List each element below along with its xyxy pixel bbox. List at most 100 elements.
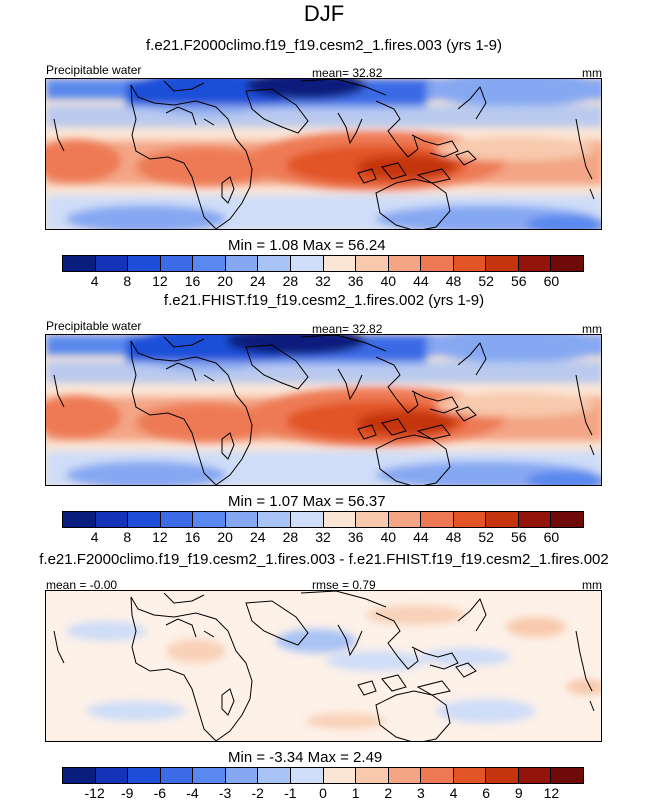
panel-1-case-title: f.e21.F2000climo.f19_f19.cesm2_1.fires.0… xyxy=(145,37,502,54)
colorbar-tick-label: 1 xyxy=(351,785,360,801)
panel-1-colorbar-ticks: 4 8 12 16 20 24 28 32 36 40 44 48 52 56 60 xyxy=(62,272,584,290)
panel-2-units-label: mm xyxy=(582,322,602,336)
colorbar-tick-label: 44 xyxy=(413,529,429,545)
colorbar-tick-label: -3 xyxy=(218,785,232,801)
panel-1-min-max: Min = 1.08 Max = 56.24 xyxy=(228,237,386,254)
colorbar-swatch xyxy=(550,256,583,271)
colorbar-swatch xyxy=(387,768,421,783)
colorbar-swatch xyxy=(63,512,95,527)
colorbar-swatch xyxy=(322,256,356,271)
colorbar-tick-label: 16 xyxy=(184,273,201,289)
panel-3-min-max: Min = -3.34 Max = 2.49 xyxy=(228,749,383,766)
colorbar-tick-label: -9 xyxy=(121,785,134,801)
panel-3-case-title: f.e21.F2000climo.f19_f19.cesm2_1.fires.0… xyxy=(39,551,609,568)
colorbar-swatch xyxy=(289,256,323,271)
panel-2-map-svg xyxy=(46,335,601,485)
colorbar-swatch xyxy=(289,512,323,527)
colorbar-swatch xyxy=(517,768,551,783)
colorbar-swatch xyxy=(355,768,388,783)
panel-3-map xyxy=(45,590,602,742)
colorbar-tick-label: -1 xyxy=(284,785,297,801)
colorbar-swatch xyxy=(355,256,388,271)
colorbar-tick-label: 28 xyxy=(282,273,299,289)
colorbar-tick-label: 32 xyxy=(315,529,331,545)
panel-3-rmse-label: rmse = 0.79 xyxy=(312,578,376,592)
colorbar-tick-label: -4 xyxy=(186,785,199,801)
colorbar-swatch xyxy=(517,512,551,527)
colorbar-swatch xyxy=(322,768,356,783)
colorbar-tick-label: -2 xyxy=(251,785,264,801)
colorbar-swatch xyxy=(322,512,356,527)
colorbar-swatch xyxy=(517,256,551,271)
colorbar-swatch xyxy=(485,512,518,527)
panel-2-variable-label: Precipitable water xyxy=(46,319,142,333)
colorbar-tick-label: 60 xyxy=(543,273,560,289)
colorbar-tick-label: 52 xyxy=(478,273,494,289)
colorbar-tick-label: 8 xyxy=(123,273,132,289)
colorbar-swatch xyxy=(94,768,128,783)
colorbar-swatch xyxy=(159,768,193,783)
colorbar-swatch xyxy=(420,768,453,783)
colorbar-tick-label: 4 xyxy=(90,529,99,545)
colorbar-tick-label: 28 xyxy=(282,529,299,545)
panel-3-mean-label: mean = -0.00 xyxy=(46,578,118,592)
panel-3-map-svg xyxy=(46,591,601,741)
colorbar-tick-label: 8 xyxy=(123,529,132,545)
colorbar-tick-label: 12 xyxy=(152,529,168,545)
colorbar-tick-label: 52 xyxy=(478,529,494,545)
colorbar-swatch xyxy=(257,512,290,527)
colorbar-tick-label: 12 xyxy=(543,785,560,801)
panel-3-units-label: mm xyxy=(582,578,602,592)
colorbar-swatch xyxy=(224,768,258,783)
colorbar-tick-label: 24 xyxy=(249,529,266,545)
colorbar-swatch xyxy=(127,256,160,271)
colorbar-tick-label: 40 xyxy=(380,273,397,289)
colorbar-swatch xyxy=(420,512,453,527)
panel-2-map xyxy=(45,334,602,486)
colorbar-swatch xyxy=(63,256,95,271)
colorbar-tick-label: 24 xyxy=(249,273,266,289)
colorbar-swatch xyxy=(485,256,518,271)
colorbar-tick-label: 20 xyxy=(217,529,233,545)
colorbar-swatch xyxy=(192,768,225,783)
colorbar-tick-label: 9 xyxy=(514,785,523,801)
colorbar-swatch xyxy=(485,768,518,783)
colorbar-swatch xyxy=(257,256,290,271)
panel-2-colorbar-ticks: 4 8 12 16 20 24 28 32 36 40 44 48 52 56 60 xyxy=(62,528,584,546)
panel-2-mean-label: mean= 32.82 xyxy=(312,322,383,336)
colorbar-tick-label: 16 xyxy=(184,529,201,545)
panel-1-map-svg xyxy=(46,79,601,229)
season-title: DJF xyxy=(303,1,345,26)
colorbar-swatch xyxy=(127,512,160,527)
colorbar-tick-label: 44 xyxy=(413,273,429,289)
panel-3-colorbar-ticks: -12 -9 -6 -4 -3 -2 -1 0 1 2 3 4 6 9 12 xyxy=(62,784,584,802)
panel-1-map xyxy=(45,78,602,230)
colorbar-swatch xyxy=(94,512,128,527)
colorbar-swatch xyxy=(420,256,453,271)
colorbar-tick-label: 36 xyxy=(347,273,364,289)
panel-1-units-label: mm xyxy=(582,66,602,80)
colorbar-tick-label: 60 xyxy=(543,529,560,545)
colorbar-swatch xyxy=(452,512,486,527)
colorbar-swatch xyxy=(192,256,225,271)
colorbar-swatch xyxy=(257,768,290,783)
colorbar-tick-label: 40 xyxy=(380,529,397,545)
colorbar-tick-label: 4 xyxy=(449,785,458,801)
colorbar-swatch xyxy=(63,768,95,783)
colorbar-swatch xyxy=(94,256,128,271)
panel-1-colorbar xyxy=(62,255,584,272)
colorbar-tick-label: 6 xyxy=(482,785,491,801)
colorbar-swatch xyxy=(387,256,421,271)
panel-3-colorbar xyxy=(62,767,584,784)
panel-2-case-title: f.e21.FHIST.f19_f19.cesm2_1.fires.002 (y… xyxy=(163,292,485,309)
colorbar-swatch xyxy=(550,768,583,783)
colorbar-tick-label: -6 xyxy=(153,785,167,801)
colorbar-swatch xyxy=(159,256,193,271)
colorbar-tick-label: 12 xyxy=(152,273,168,289)
colorbar-swatch xyxy=(452,768,486,783)
colorbar-tick-label: 48 xyxy=(445,273,462,289)
colorbar-tick-label: 4 xyxy=(90,273,99,289)
panel-1-variable-label: Precipitable water xyxy=(46,63,142,77)
colorbar-tick-label: 56 xyxy=(510,529,527,545)
colorbar-tick-label: 2 xyxy=(384,785,393,801)
